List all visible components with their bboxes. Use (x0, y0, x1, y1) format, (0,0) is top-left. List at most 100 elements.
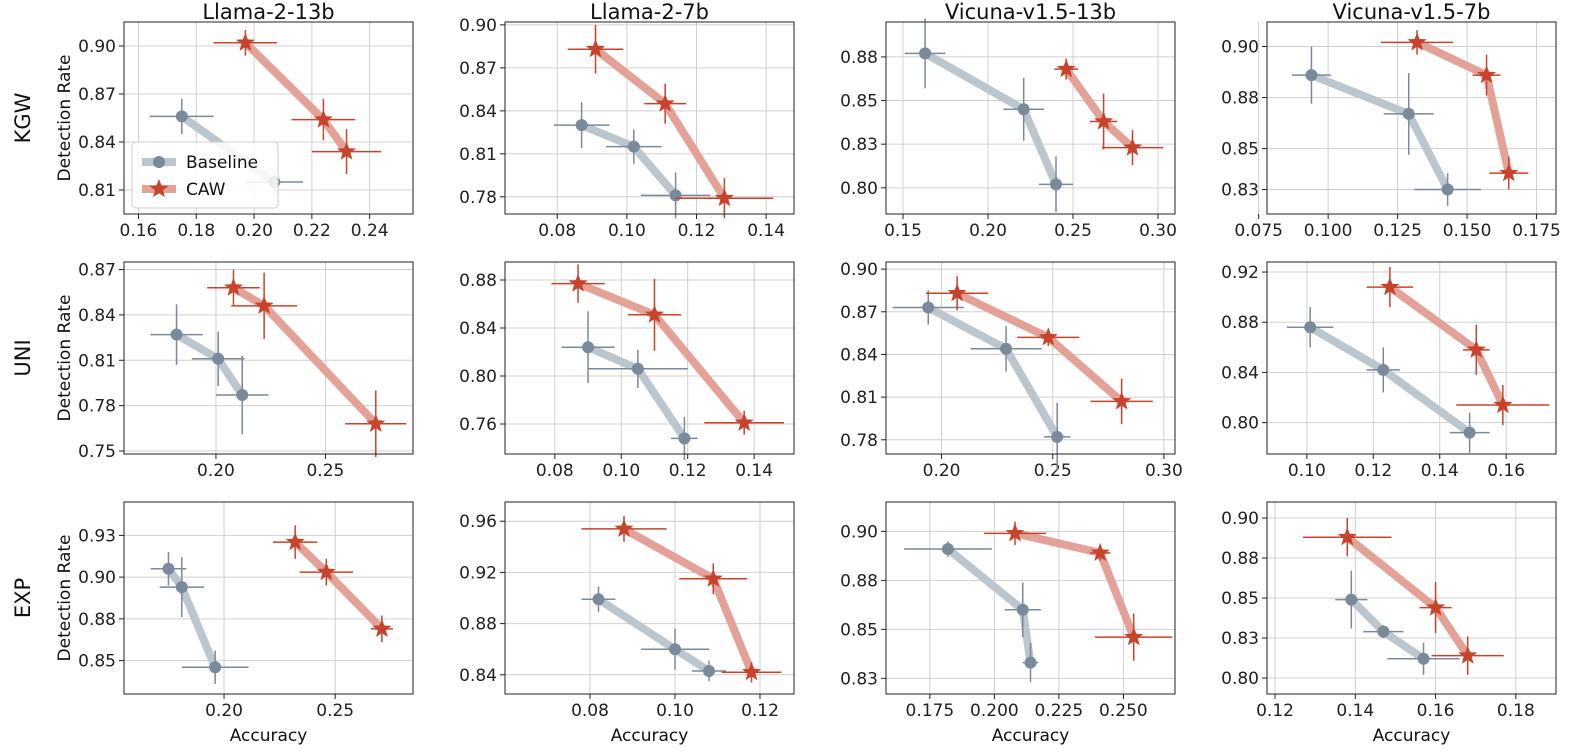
y-tick-label: 0.83 (1221, 180, 1259, 200)
baseline-point (941, 543, 954, 556)
y-tick-label: 0.80 (840, 179, 878, 199)
baseline-point (1441, 183, 1454, 196)
y-tick-label: 0.84 (840, 345, 878, 365)
y-tick-label: 0.87 (459, 59, 497, 79)
caw-point (254, 295, 274, 314)
baseline-point (236, 389, 249, 402)
caw-point (1466, 339, 1486, 358)
plot-frame (885, 261, 1176, 455)
baseline-point (209, 661, 222, 674)
x-tick-label: 0.20 (205, 701, 243, 721)
x-tick-label: 0.20 (969, 221, 1007, 241)
baseline-point (1050, 178, 1062, 191)
legend-baseline-label: Baseline (186, 153, 258, 173)
caw-point (586, 39, 605, 58)
x-tick-label: 0.175 (1512, 221, 1561, 241)
x-tick-label: 0.075 (1234, 221, 1283, 241)
plot-frame (123, 21, 414, 215)
caw-point (1337, 527, 1357, 546)
caw-point (224, 277, 243, 296)
caw-series-line (241, 38, 351, 156)
caw-point (366, 413, 386, 432)
baseline-point (627, 140, 640, 153)
column-title-2: Vicuna-v1.5-13b (945, 0, 1116, 24)
legend-caw-marker (149, 179, 169, 198)
baseline-point (592, 593, 605, 606)
x-tick-label: 0.25 (1054, 221, 1092, 241)
caw-point (1112, 391, 1132, 410)
subplot-kgw-3: 0.075 0.100 0.125 0.150 0.175 0.83 0.85 0.88 0.9… (1221, 21, 1561, 241)
baseline-series-line (943, 545, 1035, 667)
subplot-uni-3: 0.10 0.12 0.14 0.16 0.80 0.84 0.88 0.92 (1221, 261, 1557, 481)
subplot-uni-2: 0.20 0.25 0.30 0.78 0.81 0.84 0.87 0.90 (840, 260, 1183, 481)
x-tick-label: 0.30 (1139, 221, 1177, 241)
subplot-uni-1: 0.08 0.10 0.12 0.14 0.76 0.80 0.84 0.88 (459, 261, 795, 481)
baseline-point (669, 189, 682, 202)
caw-point (1124, 627, 1144, 646)
x-tick-label: 0.14 (747, 221, 785, 241)
x-tick-label: 0.225 (1035, 701, 1084, 721)
caw-point (1123, 137, 1142, 156)
subplot-exp-3: 0.12 0.14 0.16 0.18 0.80 0.83 0.85 0.88 0.90 (1221, 501, 1557, 721)
y-tick-label: 0.80 (459, 367, 497, 387)
x-tick-label: 0.18 (177, 221, 215, 241)
x-tick-label: 0.175 (906, 701, 955, 721)
subplot-kgw-2: 0.15 0.20 0.25 0.30 0.80 0.83 0.85 0.88 (840, 18, 1177, 241)
x-tick-label: 0.12 (669, 461, 707, 481)
baseline-point (582, 341, 595, 354)
legend: Baseline CAW (131, 141, 279, 209)
x-tick-label: 0.10 (608, 221, 646, 241)
x-tick-label: 0.100 (1304, 221, 1353, 241)
caw-point (235, 32, 255, 51)
y-tick-label: 0.85 (840, 620, 878, 640)
caw-point (316, 562, 336, 581)
x-tick-label: 0.12 (678, 221, 716, 241)
caw-point (1094, 111, 1114, 130)
x-tick-label: 0.10 (602, 461, 640, 481)
y-tick-label: 0.83 (1221, 629, 1259, 649)
y-tick-label: 0.88 (1221, 549, 1259, 569)
baseline-series-line (584, 343, 689, 443)
y-tick-label: 0.88 (840, 48, 878, 68)
caw-point (1426, 597, 1446, 616)
plot-frame (1266, 501, 1557, 695)
plot-frame (123, 501, 414, 695)
caw-point (1380, 277, 1400, 296)
plot-frame (504, 21, 795, 215)
y-tick-label: 0.90 (78, 568, 116, 588)
y-tick-label: 0.92 (1221, 263, 1259, 283)
baseline-point (1417, 652, 1430, 665)
plot-frame (885, 501, 1176, 695)
y-tick-label: 0.85 (78, 652, 116, 672)
caw-point (1477, 65, 1496, 84)
y-tick-label: 0.87 (78, 85, 116, 105)
caw-series-line (291, 538, 386, 633)
baseline-point (1304, 321, 1317, 334)
plot-frame (1266, 261, 1557, 455)
x-tick-label: 0.20 (923, 461, 961, 481)
x-tick-label: 0.12 (1256, 701, 1294, 721)
caw-point (1005, 523, 1025, 542)
caw-point (703, 568, 723, 587)
x-tick-label: 0.150 (1443, 221, 1492, 241)
y-tick-label: 0.90 (1221, 509, 1259, 529)
baseline-point (1377, 625, 1390, 638)
y-axis-label: Detection Rate (55, 55, 75, 182)
baseline-series-line (1307, 71, 1452, 194)
y-tick-label: 0.90 (840, 522, 878, 542)
x-tick-label: 0.08 (538, 221, 576, 241)
baseline-point (631, 362, 644, 375)
baseline-point (1016, 603, 1029, 616)
caw-point (1499, 163, 1519, 182)
y-tick-label: 0.78 (840, 431, 878, 451)
y-tick-label: 0.87 (840, 303, 878, 323)
caw-point (285, 532, 305, 551)
baseline-point (1024, 656, 1037, 669)
x-tick-label: 0.12 (741, 701, 779, 721)
plot-frame (1266, 21, 1557, 215)
y-tick-label: 0.88 (840, 571, 878, 591)
y-tick-label: 0.85 (1221, 140, 1259, 160)
caw-point (337, 141, 356, 160)
x-axis-label: Accuracy (992, 726, 1070, 746)
